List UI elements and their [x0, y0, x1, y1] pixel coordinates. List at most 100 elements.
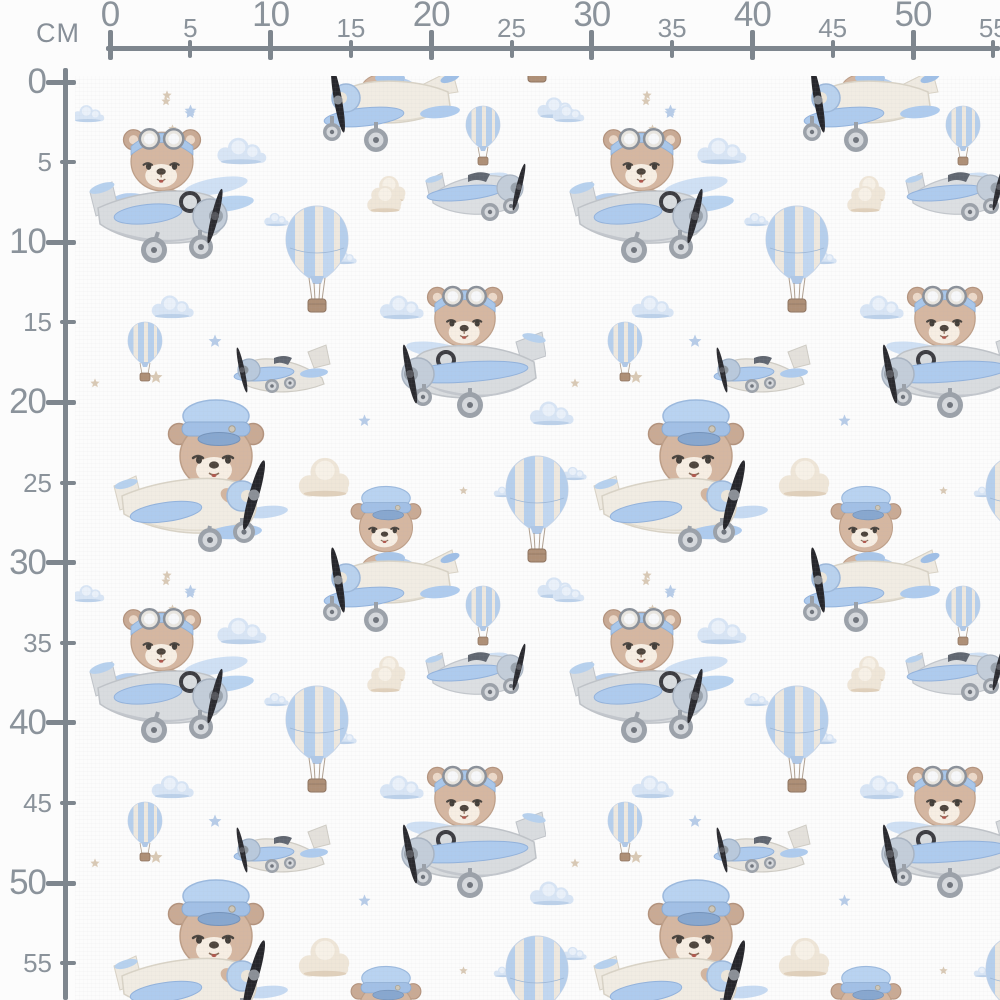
small-plane-right: [903, 162, 1000, 222]
cloud-blue: [697, 617, 747, 645]
star-blue: [688, 334, 702, 347]
bear-pilot-cap-plane-right: [593, 880, 768, 1000]
cloud-blue: [631, 775, 674, 799]
star-beige: [642, 90, 652, 100]
bear-pilot-goggles-plane-left: [880, 767, 1000, 898]
hot-air-balloon: [985, 932, 1000, 1000]
cloud-blue: [75, 105, 105, 123]
ruler-left-label: 55: [23, 948, 52, 979]
cloud-blue: [379, 295, 424, 320]
ruler-top-label: 30: [573, 0, 611, 34]
cloud-beige: [778, 457, 830, 497]
cloud-blue: [697, 137, 747, 165]
ruler-top-label: 20: [412, 0, 451, 34]
ruler-top-tick: [348, 40, 353, 58]
ruler-left-label: 15: [23, 307, 52, 338]
star-beige: [629, 850, 643, 863]
star-blue: [688, 814, 702, 827]
star-blue: [838, 894, 851, 906]
ruler-top-line: [106, 46, 1000, 51]
small-plane-right: [423, 642, 529, 702]
star-beige: [90, 858, 100, 868]
small-plane-right: [423, 162, 529, 222]
hot-air-balloon: [285, 202, 349, 312]
cloud-blue: [75, 585, 105, 603]
ruler-left-tick: [60, 160, 76, 165]
ruler-left-tick: [46, 560, 76, 566]
small-hot-air-balloon: [946, 104, 980, 165]
ruler-left-tick: [46, 399, 76, 405]
small-plane-left: [232, 344, 331, 394]
ruler-left-tick: [46, 880, 76, 886]
star-blue: [838, 414, 851, 426]
hot-air-balloon: [505, 452, 569, 562]
bear-pilot-cap-plane-left: [803, 486, 941, 632]
ruler-top-tick: [589, 30, 595, 60]
hot-air-balloon: [285, 682, 349, 792]
hot-air-balloon: [765, 682, 829, 792]
ruler-top-label: 50: [894, 0, 933, 34]
hot-air-balloon: [505, 76, 569, 82]
ruler-top-tick: [509, 40, 514, 58]
star-beige: [90, 378, 100, 388]
cloud-blue: [264, 692, 289, 707]
star-beige: [162, 570, 172, 580]
star-beige: [629, 370, 643, 383]
star-beige: [939, 486, 948, 495]
bear-pilot-cap-plane-left: [323, 76, 461, 152]
ruler-top-label: 25: [497, 13, 526, 43]
ruler-top-label: 10: [252, 0, 290, 34]
cloud-blue: [529, 401, 574, 426]
ruler-left-tick: [60, 961, 76, 966]
cloud-blue: [379, 775, 424, 800]
small-hot-air-balloon: [128, 320, 162, 381]
ruler-left-tick: [60, 640, 76, 645]
ruler-top-label: 40: [733, 0, 772, 34]
cloud-beige: [298, 937, 350, 977]
cloud-blue: [217, 617, 267, 645]
ruler-left-label: 30: [9, 542, 47, 582]
hot-air-balloon: [985, 76, 1000, 82]
hot-air-balloon: [505, 932, 569, 1000]
star-blue: [208, 814, 222, 827]
ruler-left-label: 0: [27, 62, 47, 101]
ruler-top-tick: [991, 40, 996, 58]
ruler-top-label: 55: [978, 13, 1000, 43]
ruler-left-tick: [46, 239, 76, 245]
cloud-blue: [151, 775, 194, 799]
bear-pilot-cap-plane-right: [113, 880, 288, 1000]
small-plane-left: [712, 344, 811, 394]
ruler-left-tick: [60, 800, 76, 805]
cloud-blue: [151, 295, 194, 319]
ruler-unit-label: CM: [36, 18, 80, 48]
small-hot-air-balloon: [608, 320, 642, 381]
small-hot-air-balloon: [466, 104, 500, 165]
ruler-top-tick: [910, 30, 916, 60]
ruler-top-label: 15: [336, 13, 366, 43]
ruler-top-tick: [268, 30, 274, 60]
cloud-blue: [744, 692, 769, 707]
cloud-blue: [744, 212, 769, 227]
ruler-top-tick: [830, 40, 835, 58]
cloud-blue: [859, 295, 904, 320]
star-blue: [358, 894, 371, 906]
ruler-left-label: 40: [9, 702, 47, 742]
small-hot-air-balloon: [608, 800, 642, 861]
ruler-left-tick: [46, 720, 76, 726]
ruler-left-label: 35: [23, 627, 52, 658]
small-plane-right: [903, 642, 1000, 702]
ruler-left-label: 10: [9, 222, 47, 262]
cloud-beige: [298, 457, 350, 497]
bear-pilot-cap-plane-left: [803, 76, 941, 152]
pattern-area: [75, 76, 1000, 1000]
star-beige: [149, 370, 163, 383]
bear-pilot-cap-plane-left: [323, 486, 461, 632]
ruler-top-tick: [188, 40, 193, 58]
star-beige: [459, 486, 468, 495]
cloud-blue: [859, 775, 904, 800]
cloud-blue: [217, 137, 267, 165]
star-beige: [570, 858, 580, 868]
small-hot-air-balloon: [946, 584, 980, 645]
bear-pilot-cap-plane-right: [593, 400, 768, 552]
hot-air-balloon: [765, 202, 829, 312]
